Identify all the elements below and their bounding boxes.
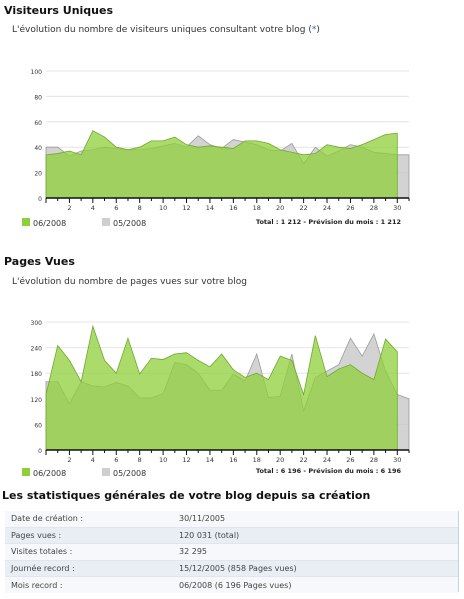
stats-value: 30/11/2005 bbox=[173, 511, 458, 528]
x-tick-label: 24 bbox=[323, 204, 331, 212]
y-tick-label: 60 bbox=[34, 422, 42, 429]
chart-total: Total : 1 212 - Prévision du mois : 1 21… bbox=[256, 218, 401, 226]
legend-label-current: 06/2008 bbox=[33, 219, 66, 228]
stats-value: 15/12/2005 (858 Pages vues) bbox=[173, 559, 458, 577]
visitors-help-link[interactable]: * bbox=[311, 25, 317, 35]
y-tick-label: 240 bbox=[31, 346, 43, 353]
legend-swatch-current bbox=[22, 468, 30, 476]
x-tick-label: 18 bbox=[253, 204, 261, 212]
stats-value: 32 295 bbox=[173, 543, 458, 561]
pages-description: L'évolution du nombre de pages vues sur … bbox=[12, 277, 247, 287]
legend-label-current: 06/2008 bbox=[33, 469, 66, 478]
series-area-current bbox=[45, 324, 398, 451]
x-tick-label: 2 bbox=[67, 456, 71, 464]
visitors-description: L'évolution du nombre de visiteurs uniqu… bbox=[12, 25, 320, 35]
y-tick-label: 20 bbox=[34, 171, 42, 178]
stats-title: Les statistiques générales de votre blog… bbox=[2, 489, 371, 502]
legend-swatch-current bbox=[22, 218, 30, 226]
x-tick-label: 14 bbox=[206, 456, 214, 464]
visitors-description-text: L'évolution du nombre de visiteurs uniqu… bbox=[12, 25, 312, 35]
x-tick-label: 4 bbox=[91, 204, 95, 212]
stats-row: Journée record :15/12/2005 (858 Pages vu… bbox=[5, 559, 458, 577]
legend-swatch-previous bbox=[102, 468, 110, 476]
stats-value: 120 031 (total) bbox=[173, 526, 458, 544]
x-tick-label: 22 bbox=[299, 456, 307, 464]
x-tick-label: 22 bbox=[299, 204, 307, 212]
x-tick-label: 28 bbox=[370, 456, 378, 464]
x-tick-label: 24 bbox=[323, 456, 331, 464]
y-tick-label: 0 bbox=[38, 196, 42, 203]
x-tick-label: 8 bbox=[138, 204, 142, 212]
legend-label-previous: 05/2008 bbox=[113, 219, 146, 228]
y-tick-label: 180 bbox=[31, 371, 43, 378]
x-tick-label: 10 bbox=[159, 204, 167, 212]
stats-label: Visites totales : bbox=[5, 543, 173, 561]
x-tick-label: 18 bbox=[253, 456, 261, 464]
x-tick-label: 26 bbox=[346, 204, 354, 212]
x-tick-label: 20 bbox=[276, 204, 284, 212]
stats-row: Visites totales :32 295 bbox=[5, 543, 458, 561]
chart-total: Total : 6 196 - Prévision du mois : 6 19… bbox=[256, 467, 402, 475]
stats-label: Mois record : bbox=[5, 576, 173, 593]
y-tick-label: 120 bbox=[31, 397, 43, 404]
x-tick-label: 16 bbox=[229, 204, 237, 212]
stats-label: Date de création : bbox=[5, 511, 173, 528]
stats-value: 06/2008 (6 196 Pages vues) bbox=[173, 576, 458, 593]
series-area-current bbox=[45, 130, 398, 199]
stats-row: Date de création :30/11/2005 bbox=[5, 511, 458, 528]
x-tick-label: 30 bbox=[393, 456, 401, 464]
y-tick-label: 100 bbox=[31, 69, 43, 76]
y-tick-label: 0 bbox=[38, 448, 42, 455]
x-tick-label: 8 bbox=[138, 456, 142, 464]
x-tick-label: 4 bbox=[91, 456, 95, 464]
y-tick-label: 40 bbox=[34, 145, 42, 152]
x-tick-label: 28 bbox=[370, 204, 378, 212]
x-tick-label: 20 bbox=[276, 456, 284, 464]
x-tick-label: 2 bbox=[67, 204, 71, 212]
y-tick-label: 80 bbox=[34, 94, 42, 101]
y-tick-label: 60 bbox=[34, 120, 42, 127]
legend-label-previous: 05/2008 bbox=[113, 469, 146, 478]
x-tick-label: 26 bbox=[346, 456, 354, 464]
stats-label: Journée record : bbox=[5, 559, 173, 577]
x-tick-label: 10 bbox=[159, 456, 167, 464]
stats-row: Mois record :06/2008 (6 196 Pages vues) bbox=[5, 576, 458, 593]
x-tick-label: 6 bbox=[114, 456, 118, 464]
x-tick-label: 16 bbox=[229, 456, 237, 464]
x-tick-label: 6 bbox=[114, 204, 118, 212]
x-tick-label: 30 bbox=[393, 204, 401, 212]
x-tick-label: 14 bbox=[206, 204, 214, 212]
visitors-title: Visiteurs Uniques bbox=[4, 4, 114, 17]
stats-label: Pages vues : bbox=[5, 526, 173, 544]
visitors-description-end: ) bbox=[316, 25, 320, 35]
x-tick-label: 12 bbox=[182, 456, 190, 464]
x-tick-label: 12 bbox=[182, 204, 190, 212]
stats-table: Date de création :30/11/2005 Pages vues … bbox=[5, 511, 458, 593]
pages-title: Pages Vues bbox=[4, 255, 75, 268]
stats-row: Pages vues :120 031 (total) bbox=[5, 526, 458, 544]
y-tick-label: 300 bbox=[31, 320, 43, 327]
legend-swatch-previous bbox=[102, 218, 110, 226]
